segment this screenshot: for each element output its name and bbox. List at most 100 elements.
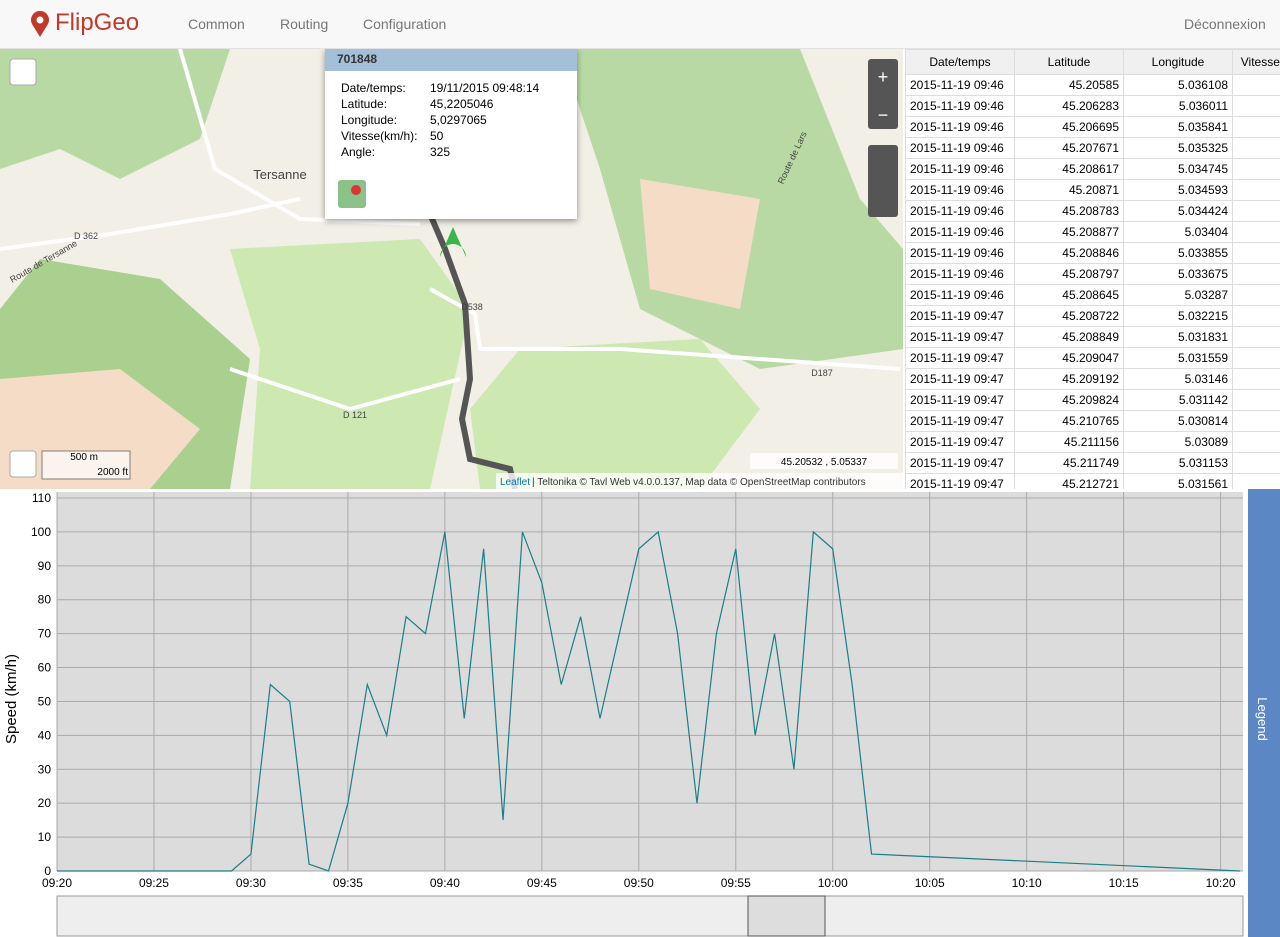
- table-row: 2015-11-19 09:4645.2066955.0358418: [906, 117, 1280, 138]
- y-tick-label: 60: [38, 661, 52, 675]
- cell: 45.20585: [1015, 75, 1124, 96]
- cell: 5.03404: [1124, 222, 1233, 243]
- popup-row: Latitude: 45,2205046: [341, 97, 577, 113]
- column-header: Longitude: [1124, 50, 1233, 75]
- cell: 5: [1233, 201, 1280, 222]
- legend-tab-label[interactable]: Legend: [1255, 697, 1270, 740]
- logout[interactable]: Déconnexion: [1184, 16, 1266, 32]
- cell: 45.208722: [1015, 306, 1124, 327]
- navbar: FlipGeo Common Routing Configuration Déc…: [0, 0, 1280, 49]
- attribution-link[interactable]: Leaflet: [500, 477, 530, 488]
- column-header: Latitude: [1015, 50, 1124, 75]
- scale-imperial: 2000 ft: [97, 467, 128, 478]
- cell: 5: [1233, 348, 1280, 369]
- table-row: 2015-11-19 09:4745.2098245.0311427: [906, 390, 1280, 411]
- navigator[interactable]: [57, 896, 1243, 936]
- cell: 5: [1233, 243, 1280, 264]
- table-row: 2015-11-19 09:4745.2087225.0322156: [906, 306, 1280, 327]
- x-tick-label: 09:25: [139, 876, 169, 890]
- cell: 5.031561: [1124, 474, 1233, 490]
- cell: 5: [1233, 369, 1280, 390]
- cell: 2015-11-19 09:46: [906, 264, 1015, 285]
- table-row: 2015-11-19 09:4745.2088495.0318315: [906, 327, 1280, 348]
- cell: 2015-11-19 09:46: [906, 180, 1015, 201]
- cell: 5.036108: [1124, 75, 1233, 96]
- table-row: 2015-11-19 09:4645.2086455.032876: [906, 285, 1280, 306]
- map[interactable]: + − TersanneD 362D538D187D 121Route de T…: [0, 49, 903, 489]
- menu-routing[interactable]: Routing: [280, 16, 328, 32]
- cell: 45.208783: [1015, 201, 1124, 222]
- cell: 5.034745: [1124, 159, 1233, 180]
- x-tick-label: 10:15: [1109, 876, 1139, 890]
- maps-icon[interactable]: [338, 180, 366, 208]
- popup-key: Vitesse(km/h):: [341, 129, 417, 143]
- x-tick-label: 09:30: [236, 876, 266, 890]
- y-tick-label: 40: [38, 728, 52, 742]
- cell: 8: [1233, 453, 1280, 474]
- cell: 6: [1233, 306, 1280, 327]
- menu-common[interactable]: Common: [188, 16, 245, 32]
- popup-row: Vitesse(km/h):50: [341, 129, 577, 145]
- map-label: Route de Tersanne: [8, 238, 79, 285]
- data-table: Date/tempsLatitudeLongitudeVitesse (k201…: [905, 49, 1280, 489]
- brand[interactable]: FlipGeo: [55, 9, 139, 37]
- cell: 2015-11-19 09:46: [906, 96, 1015, 117]
- cell: 45.209824: [1015, 390, 1124, 411]
- table-row: 2015-11-19 09:4745.2127215.0315617: [906, 474, 1280, 490]
- cell: 5.031559: [1124, 348, 1233, 369]
- cell: 45.211156: [1015, 432, 1124, 453]
- cell: 5.033855: [1124, 243, 1233, 264]
- cell: 5.034424: [1124, 201, 1233, 222]
- cell: 8: [1233, 411, 1280, 432]
- popup-row: Angle:325: [341, 145, 577, 161]
- cell: 2015-11-19 09:47: [906, 474, 1015, 490]
- cell: 2015-11-19 09:46: [906, 285, 1015, 306]
- logo-pin: [30, 11, 50, 37]
- popup-value: 45,2205046: [430, 97, 493, 111]
- cell: 45.210765: [1015, 411, 1124, 432]
- table-row: 2015-11-19 09:4645.2088775.034045: [906, 222, 1280, 243]
- popup-key: Latitude:: [341, 97, 387, 111]
- x-tick-label: 10:05: [915, 876, 945, 890]
- x-tick-label: 10:20: [1206, 876, 1236, 890]
- y-tick-label: 10: [38, 830, 52, 844]
- navigator-window[interactable]: [748, 896, 825, 936]
- popup-value: 19/11/2015 09:48:14: [430, 81, 539, 95]
- cell: 2015-11-19 09:47: [906, 432, 1015, 453]
- table-row: 2015-11-19 09:4745.2091925.031465: [906, 369, 1280, 390]
- cell: 45.208877: [1015, 222, 1124, 243]
- cell: 2015-11-19 09:47: [906, 327, 1015, 348]
- map-label: Route de Lars: [776, 130, 809, 186]
- cell: 45.206283: [1015, 96, 1124, 117]
- table-row: 2015-11-19 09:4645.2086175.0347456: [906, 159, 1280, 180]
- plot-area: [57, 492, 1243, 871]
- attribution: | Teltonika © Tavl Web v4.0.0.137, Map d…: [532, 477, 866, 488]
- popup-key: Angle:: [341, 145, 375, 159]
- popup-value: 5,0297065: [430, 113, 487, 127]
- menu-configuration[interactable]: Configuration: [363, 16, 446, 32]
- cell: 2015-11-19 09:47: [906, 369, 1015, 390]
- y-tick-label: 70: [38, 627, 52, 641]
- x-tick-label: 10:00: [818, 876, 848, 890]
- cell: 2015-11-19 09:46: [906, 222, 1015, 243]
- cell: 7: [1233, 390, 1280, 411]
- cell: 5.036011: [1124, 96, 1233, 117]
- cell: 6: [1233, 285, 1280, 306]
- y-tick-label: 100: [31, 525, 51, 539]
- cell: 2015-11-19 09:47: [906, 348, 1015, 369]
- coords: 45.20532 , 5.05337: [781, 457, 868, 468]
- cell: 5: [1233, 222, 1280, 243]
- table-row: 2015-11-19 09:4745.2111565.030897: [906, 432, 1280, 453]
- table-row: 2015-11-19 09:4645.2087975.0336755: [906, 264, 1280, 285]
- popup-key: Date/temps:: [341, 81, 406, 95]
- y-tick-label: 110: [32, 491, 51, 505]
- cell: 45.208849: [1015, 327, 1124, 348]
- x-tick-label: 10:10: [1012, 876, 1042, 890]
- map-label: Tersanne: [253, 167, 306, 182]
- table-row: 2015-11-19 09:4645.208715.0345935: [906, 180, 1280, 201]
- column-header: Date/temps: [906, 50, 1015, 75]
- cell: 2015-11-19 09:47: [906, 306, 1015, 327]
- cell: 45.207671: [1015, 138, 1124, 159]
- cell: 5.03089: [1124, 432, 1233, 453]
